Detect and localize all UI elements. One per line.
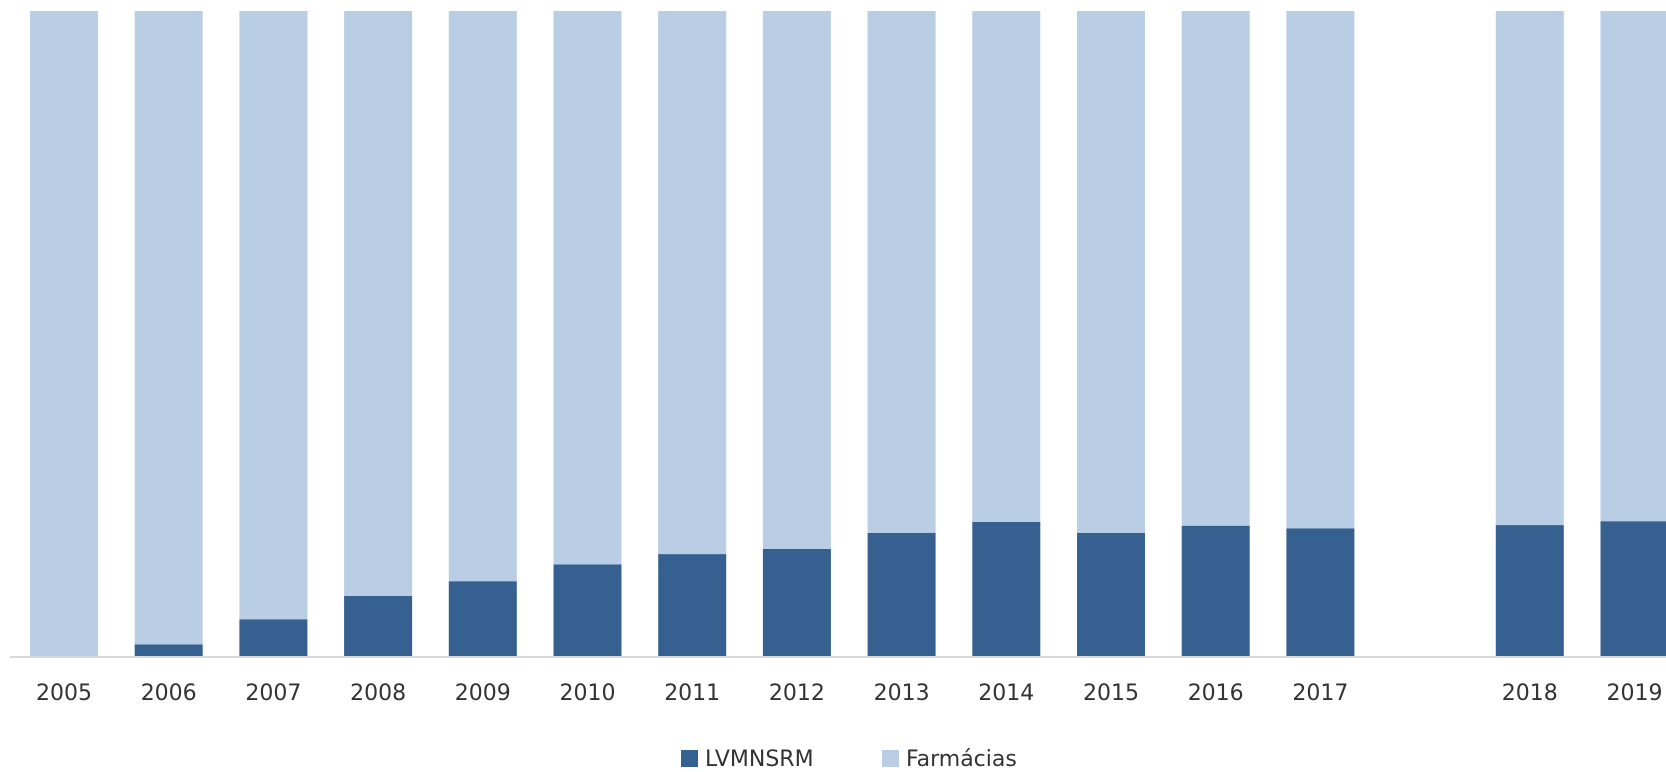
bar-segment (1181, 525, 1250, 656)
bar-segment (448, 11, 517, 582)
x-tick-label: 2012 (769, 681, 825, 706)
bar-segment (344, 11, 413, 597)
bar-segment (867, 532, 936, 656)
bar-segment (1600, 11, 1666, 522)
bar-segment (553, 11, 622, 565)
bar-segment (972, 521, 1041, 656)
x-tick-label: 2011 (664, 681, 720, 706)
legend-label: Farmácias (906, 747, 1017, 772)
x-tick-label: 2007 (245, 681, 301, 706)
bar-segment (1286, 11, 1355, 529)
bar-segment (1600, 521, 1666, 656)
x-tick-label: 2014 (978, 681, 1034, 706)
x-tick-label: 2010 (560, 681, 616, 706)
bar-segment (239, 619, 308, 656)
bar-segment (658, 554, 727, 656)
legend-swatch (882, 750, 899, 767)
x-tick-label: 2008 (350, 681, 406, 706)
bar-segment (867, 11, 936, 533)
bar-segment (762, 548, 831, 656)
bar-segment (134, 11, 203, 645)
bar-segment (448, 581, 517, 656)
x-tick-label: 2017 (1292, 681, 1348, 706)
legend-label: LVMNSRM (705, 747, 814, 772)
bar-segment (344, 596, 413, 656)
bar-segment (30, 11, 98, 656)
bar-segment (1077, 532, 1145, 656)
x-tick-label: 2016 (1188, 681, 1244, 706)
bar-segment (762, 11, 831, 549)
x-tick-label: 2006 (141, 681, 197, 706)
bar-segment (1286, 528, 1355, 656)
x-tick-label: 2009 (455, 681, 511, 706)
x-tick-label: 2005 (36, 681, 92, 706)
bar-segment (1495, 11, 1564, 526)
bar-segment (658, 11, 727, 555)
bar-segment (239, 11, 308, 620)
bar-segment (1077, 11, 1145, 533)
bar-segment (972, 11, 1041, 522)
bar-segment (1495, 525, 1564, 656)
x-tick-label: 2015 (1083, 681, 1139, 706)
bar-segment (134, 644, 203, 656)
legend-swatch (681, 750, 698, 767)
bar-segment (1181, 11, 1250, 526)
x-tick-label: 2013 (874, 681, 930, 706)
x-tick-label: 2018 (1502, 681, 1558, 706)
x-tick-label: 2019 (1607, 681, 1663, 706)
bar-segment (553, 564, 622, 656)
